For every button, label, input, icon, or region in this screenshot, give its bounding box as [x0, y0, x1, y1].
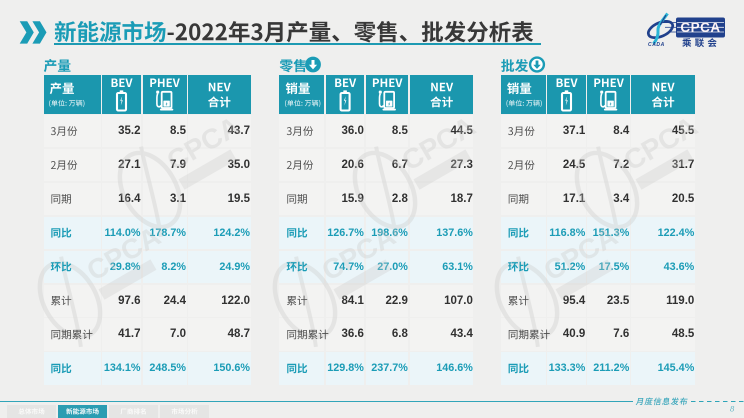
- svg-text:8: 8: [730, 404, 735, 414]
- svg-text:CADA: CADA: [648, 42, 665, 48]
